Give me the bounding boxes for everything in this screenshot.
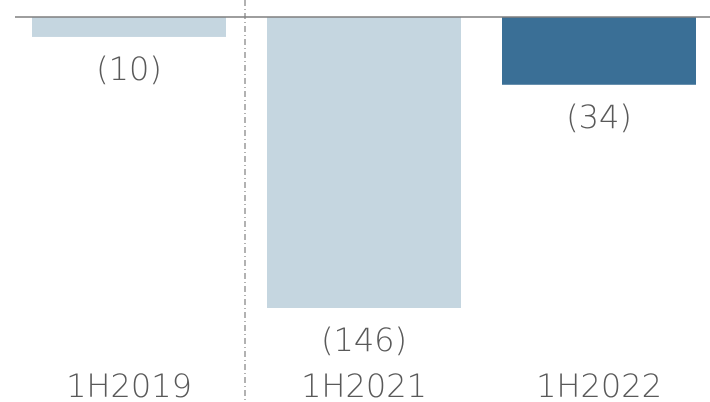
- bar: [502, 17, 696, 85]
- value-label: (10): [96, 50, 162, 88]
- value-label: (34): [566, 98, 632, 136]
- bar: [32, 17, 226, 37]
- x-tick-label: 1H2019: [66, 367, 192, 402]
- x-tick-label: 1H2022: [536, 367, 662, 402]
- value-label: (146): [321, 321, 407, 359]
- bar: [267, 17, 461, 308]
- x-tick-label: 1H2021: [301, 367, 427, 402]
